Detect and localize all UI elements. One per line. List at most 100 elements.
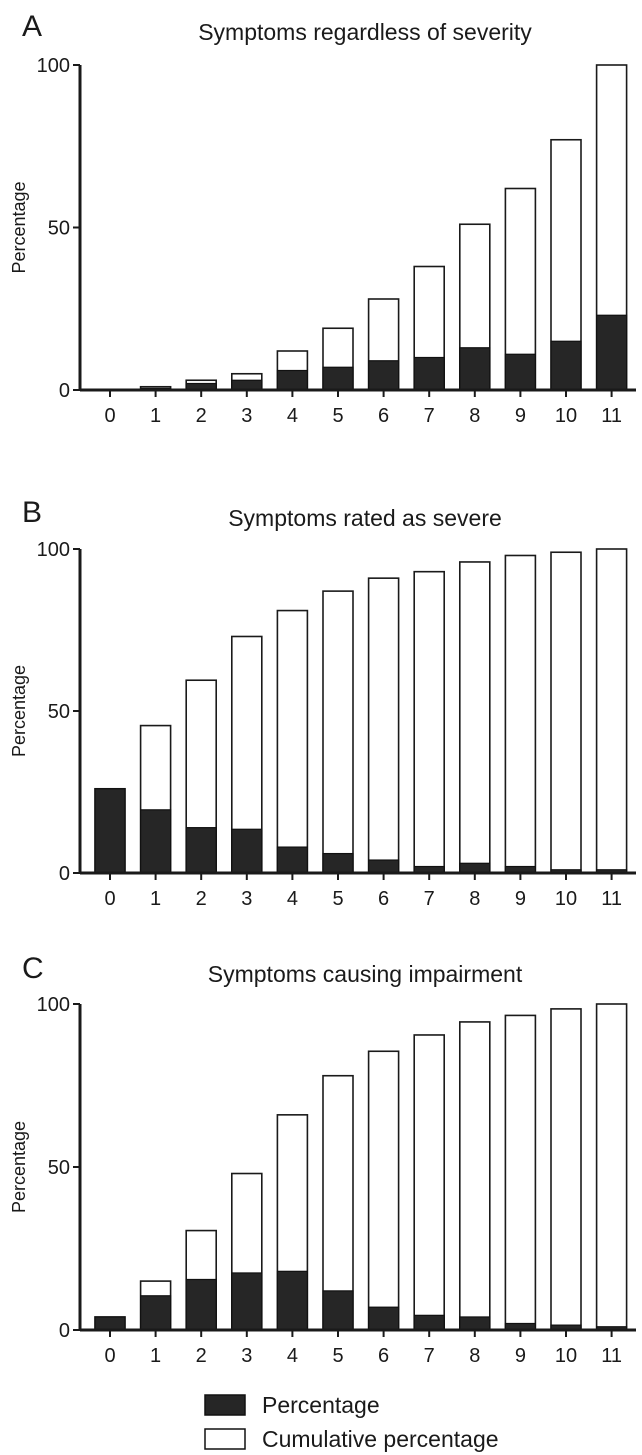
panel-a-x-tick-label-4: 4: [287, 405, 298, 427]
panel-a-bar-percentage-4: [276, 369, 308, 391]
panel-b-x-tick-label-9: 9: [515, 888, 526, 910]
panel-b-y-tick-label-100: 100: [37, 539, 70, 561]
panel-b-x-tick-label-0: 0: [104, 888, 115, 910]
panel-b-bar-cumulative-10: [550, 551, 582, 874]
panel-a-bar-percentage-8: [459, 347, 491, 391]
panel-a-x-tick-label-8: 8: [469, 405, 480, 427]
panel-c-bar-percentage-2: [185, 1278, 217, 1331]
panel-b-bar-percentage-6: [368, 859, 400, 874]
panel-a-x-tick-label-5: 5: [332, 405, 343, 427]
panel-a-x-tick-label-1: 1: [150, 405, 161, 427]
panel-a-x-tick-label-3: 3: [241, 405, 252, 427]
panel-a-bar-percentage-10: [550, 340, 582, 391]
panel-c-x-tick-label-4: 4: [287, 1345, 298, 1367]
panel-c-x-tick-label-8: 8: [469, 1345, 480, 1367]
panel-b-x-tick-label-7: 7: [424, 888, 435, 910]
panel-c-x-tick-label-2: 2: [196, 1345, 207, 1367]
panel-a-y-tick-label-50: 50: [48, 218, 70, 240]
panel-a-y-tick-label-100: 100: [37, 55, 70, 77]
panel-c-y-tick-label-100: 100: [37, 994, 70, 1016]
panel-b-y-tick-label-50: 50: [48, 701, 70, 723]
panel-a-y-tick-label-0: 0: [59, 380, 70, 402]
panel-b-bar-percentage-4: [276, 846, 308, 874]
panel-c-bar-percentage-4: [276, 1270, 308, 1331]
panel-b-x-tick-label-10: 10: [555, 888, 577, 910]
panel-b-x-tick-label-5: 5: [332, 888, 343, 910]
panel-a-x-tick-label-2: 2: [196, 405, 207, 427]
panel-a-x-tick-label-11: 11: [601, 405, 622, 427]
legend-swatch-percentage: [204, 1394, 246, 1416]
panel-c-bar-percentage-8: [459, 1316, 491, 1331]
panel-b-bar-cumulative-7: [413, 570, 446, 874]
panel-a-x-tick-label-6: 6: [378, 405, 389, 427]
panel-b-bar-percentage-0: [94, 788, 126, 874]
panel-b-y-axis-label: Percentage: [9, 665, 29, 757]
panel-c-y-tick-label-50: 50: [48, 1157, 70, 1179]
panel-b-bar-percentage-1: [140, 809, 172, 874]
panel-b-x-tick-label-11: 11: [601, 888, 622, 910]
panel-c-x-tick-label-6: 6: [378, 1345, 389, 1367]
panel-c-x-tick-label-3: 3: [241, 1345, 252, 1367]
panel-c-x-tick-label-11: 11: [601, 1345, 622, 1367]
panel-c-bar-cumulative-7: [413, 1034, 446, 1331]
panel-b-bar-cumulative-6: [367, 577, 400, 874]
panel-b: B Symptoms rated as severe Percentage 0 1 2 3 4…: [9, 496, 636, 910]
panel-c-bar-percentage-3: [231, 1272, 263, 1331]
panel-c-bar-percentage-6: [368, 1306, 400, 1331]
panel-a-letter: A: [22, 10, 42, 43]
panel-b-bar-percentage-5: [322, 852, 354, 874]
panel-b-x-tick-label-3: 3: [241, 888, 252, 910]
panel-b-bar-cumulative-8: [458, 561, 491, 874]
panel-c-x-tick-label-5: 5: [332, 1345, 343, 1367]
panel-b-bar-cumulative-4: [276, 609, 309, 874]
panel-c-bar-cumulative-6: [367, 1050, 400, 1331]
legend-label-cumulative-percentage: Cumulative percentage: [262, 1426, 499, 1452]
panel-b-x-tick-label-1: 1: [150, 888, 161, 910]
panel-b-bar-cumulative-5: [322, 590, 354, 874]
panel-b-x-tick-label-8: 8: [469, 888, 480, 910]
panel-b-x-tick-label-2: 2: [196, 888, 207, 910]
panel-c: C Symptoms causing impairment Percentage 0 1…: [9, 952, 636, 1367]
panel-b-bar-cumulative-9: [504, 554, 537, 874]
legend: Percentage Cumulative percentage: [204, 1392, 499, 1452]
legend-label-percentage: Percentage: [262, 1392, 380, 1418]
panel-c-bar-cumulative-8: [458, 1021, 491, 1331]
panel-c-letter: C: [22, 952, 44, 985]
panel-b-x-tick-label-4: 4: [287, 888, 298, 910]
panel-b-x-tick-label-6: 6: [378, 888, 389, 910]
panel-c-y-tick-label-0: 0: [59, 1320, 70, 1342]
panel-b-y-tick-label-0: 0: [59, 863, 70, 885]
panel-a-x-tick-label-7: 7: [424, 405, 435, 427]
panel-c-x-tick-label-1: 1: [150, 1345, 161, 1367]
panel-c-bar-percentage-5: [322, 1290, 354, 1331]
panel-a-bar-percentage-5: [322, 366, 354, 391]
panel-a-x-tick-label-10: 10: [555, 405, 577, 427]
panel-a-bar-percentage-9: [504, 353, 536, 391]
legend-swatch-cumulative-percentage: [204, 1428, 246, 1450]
panel-b-title: Symptoms rated as severe: [228, 505, 502, 531]
panel-a-bar-percentage-6: [368, 360, 400, 391]
panel-c-x-tick-label-10: 10: [555, 1345, 577, 1367]
panel-a-x-tick-label-0: 0: [104, 405, 115, 427]
panel-c-bar-percentage-7: [413, 1314, 445, 1331]
panel-c-bar-cumulative-10: [550, 1008, 582, 1331]
panel-b-bar-cumulative-11: [595, 548, 628, 874]
panel-c-title: Symptoms causing impairment: [208, 961, 523, 987]
panel-c-y-axis-label: Percentage: [9, 1121, 29, 1213]
panel-a-bar-percentage-11: [595, 314, 628, 391]
panel-c-bar-percentage-1: [140, 1295, 172, 1331]
panel-c-x-tick-label-7: 7: [424, 1345, 435, 1367]
panel-a-bar-percentage-7: [413, 356, 445, 391]
panel-a-title: Symptoms regardless of severity: [198, 19, 532, 45]
panel-c-bar-cumulative-5: [322, 1074, 354, 1331]
panel-b-letter: B: [22, 496, 42, 529]
panel-a: A Symptoms regardless of severity Percenta…: [9, 10, 636, 427]
panel-a-y-axis-label: Percentage: [9, 181, 29, 273]
panel-c-x-tick-label-9: 9: [515, 1345, 526, 1367]
panel-c-x-tick-label-0: 0: [104, 1345, 115, 1367]
panel-c-bar-cumulative-9: [504, 1014, 537, 1331]
panel-b-bar-percentage-3: [231, 828, 263, 874]
panel-b-bar-percentage-2: [185, 827, 217, 874]
panel-a-x-tick-label-9: 9: [515, 405, 526, 427]
